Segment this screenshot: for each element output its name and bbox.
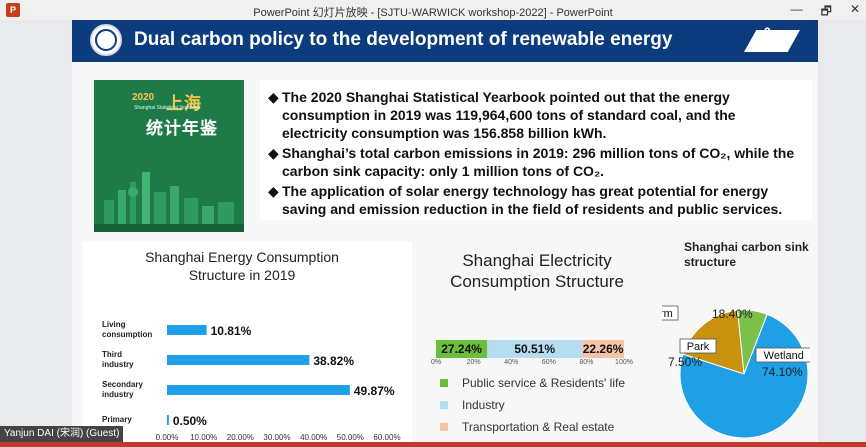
bar (167, 385, 350, 395)
bullet-3: ◆ The application of solar energy techno… (268, 183, 783, 217)
slice-name-label: Park (687, 341, 710, 353)
book-subtitle: Shanghai Statistical Yearbook (134, 105, 201, 111)
bullet-1: ◆ The 2020 Shanghai Statistical Yearbook… (268, 89, 736, 141)
pie-slice (679, 313, 809, 439)
diamond-bullet-icon: ◆ (268, 183, 279, 199)
book-title-line2: 统计年鉴 (146, 119, 218, 138)
data-label: 49.87% (354, 384, 395, 398)
bullet-2: ◆ Shanghai’s total carbon emissions in 2… (268, 145, 795, 179)
slice-name-label: Farm (662, 308, 673, 320)
segment-label: 22.26% (583, 342, 624, 356)
x-tick-label: 50.00% (337, 433, 364, 442)
slice-name-label: Wetland (764, 350, 804, 362)
window-title: PowerPoint 幻灯片放映 - [SJTU-WARWICK worksho… (253, 7, 613, 19)
segment-label: 27.24% (441, 342, 482, 356)
slide-title: Dual carbon policy to the development of… (134, 29, 673, 50)
powerpoint-icon: P (6, 3, 20, 17)
energy-chart-title: Shanghai Energy Consumption Structure in… (145, 249, 339, 283)
category-label: Secondary (102, 380, 143, 389)
x-tick-label: 20.00% (227, 433, 254, 442)
carbon-sink-pie-chart: Farm 18.40% Park 7.50% Wetland 74.10% (662, 305, 810, 439)
slice-name-box (662, 305, 679, 321)
legend-item-public-service: Public service & Residents' life (440, 376, 625, 390)
slice-name-box (679, 338, 717, 354)
slice-value-label: 18.40% (712, 307, 753, 321)
category-label: Primary (102, 415, 132, 424)
legend-swatch (440, 379, 448, 387)
close-button[interactable]: ✕ (849, 2, 860, 16)
category-label: Living (102, 320, 126, 329)
diamond-bullet-icon: ◆ (268, 89, 279, 105)
legend-item-transportation: Transportation & Real estate (440, 420, 614, 434)
page-number-badge: 2 (744, 24, 800, 56)
university-logo (90, 24, 122, 56)
x-tick-label: 40.00% (300, 433, 327, 442)
slideshow-stage: Dual carbon policy to the development of… (0, 20, 866, 447)
electricity-chart-panel: Shanghai Electricity Consumption Structu… (422, 242, 652, 442)
data-label: 0.50% (173, 414, 207, 428)
x-tick-label: 60% (542, 359, 556, 366)
x-tick-label: 10.00% (190, 433, 217, 442)
x-tick-label: 80% (579, 359, 593, 366)
slide-banner: Dual carbon policy to the development of… (72, 20, 818, 62)
book-title-line1: 上海 (166, 94, 202, 113)
data-label: 10.81% (211, 324, 252, 338)
minimize-button[interactable]: — (790, 2, 803, 16)
diamond-bullet-icon: ◆ (268, 145, 279, 161)
x-tick-label: 60.00% (373, 433, 400, 442)
energy-chart-panel: Shanghai Energy Consumption Structure in… (82, 242, 412, 442)
electricity-stacked-bar-chart: 27.24% 50.51% 22.26% 0% 20% 40% 60% 80% 100% (431, 340, 633, 366)
carbon-sink-chart-panel: Shanghai carbon sink structure Farm 18.40… (662, 238, 810, 442)
electricity-chart-title: Shanghai Electricity Consumption Structu… (450, 251, 624, 291)
x-tick-label: 30.00% (263, 433, 290, 442)
slice-value-label: 7.50% (668, 355, 702, 369)
participant-name-tag: Yanjun DAI (宋润) (Guest) (0, 426, 124, 442)
category-label: consumption (102, 330, 152, 339)
carbon-sink-chart-title: Shanghai carbon sink structure (684, 240, 809, 269)
data-label: 38.82% (313, 354, 354, 368)
x-tick-label: 0% (431, 359, 441, 366)
segment-label: 50.51% (514, 342, 555, 356)
x-tick-label: 20% (467, 359, 481, 366)
restore-button[interactable]: 🗗 (820, 4, 832, 18)
x-tick-label: 0.00% (156, 433, 179, 442)
bar (167, 325, 207, 335)
window-titlebar: P PowerPoint 幻灯片放映 - [SJTU-WARWICK works… (0, 0, 866, 20)
window-controls: — 🗗 ✕ (791, 2, 860, 23)
slice-name-box (755, 347, 810, 363)
bar (167, 415, 169, 425)
stacked-bar-segment (487, 340, 583, 358)
share-indicator-bar (0, 442, 866, 447)
slide[interactable]: Dual carbon policy to the development of… (72, 20, 818, 447)
stacked-bar-segment (582, 340, 625, 358)
bar (167, 355, 310, 365)
yearbook-cover-image: 2020 上海 Shanghai Statistical Yearbook 统计… (94, 80, 244, 232)
legend-swatch (440, 401, 448, 409)
stacked-bar-segment (436, 340, 488, 358)
skyline-graphic (94, 162, 244, 232)
slice-value-label: 74.10% (762, 365, 803, 379)
category-label: Third (102, 350, 122, 359)
book-year: 2020 (132, 92, 155, 103)
x-tick-label: 40% (504, 359, 518, 366)
legend-item-industry: Industry (440, 398, 505, 412)
bullet-text-box: ◆ The 2020 Shanghai Statistical Yearbook… (260, 80, 812, 220)
x-tick-label: 100% (615, 359, 633, 366)
legend-swatch (440, 423, 448, 431)
page-number: 2 (764, 25, 771, 39)
category-label: industry (102, 360, 134, 369)
category-label: industry (102, 390, 134, 399)
